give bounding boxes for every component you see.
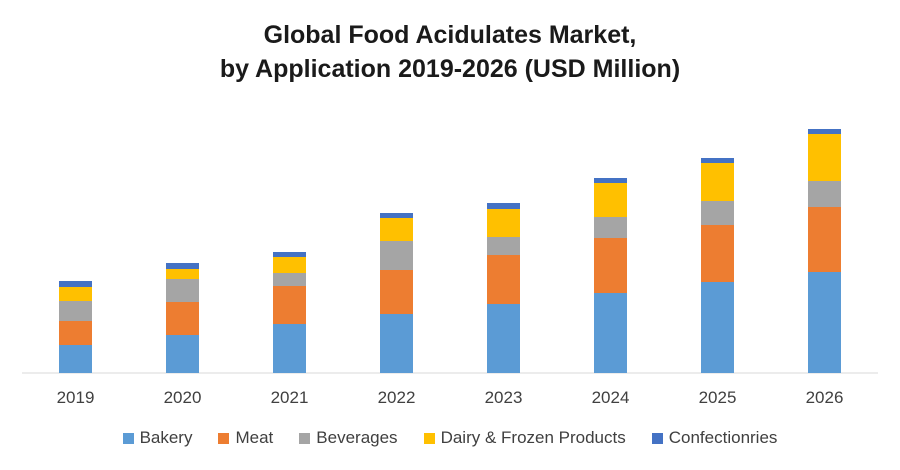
bar-segment-2024-meat <box>594 238 627 293</box>
bar-segment-2020-dairy-frozen-products <box>166 269 199 279</box>
bar-segment-2026-confectionries <box>808 129 841 134</box>
bar-segment-2024-dairy-frozen-products <box>594 183 627 217</box>
x-tick-label: 2022 <box>378 388 416 407</box>
bar-segment-2023-confectionries <box>487 203 520 209</box>
legend-label: Dairy & Frozen Products <box>440 428 626 447</box>
chart-title-line1: Global Food Acidulates Market, <box>263 21 637 49</box>
bar-segment-2022-meat <box>380 270 413 314</box>
legend-swatch <box>122 432 134 444</box>
bar-segment-2023-bakery <box>487 304 520 373</box>
bar-segment-2022-beverages <box>380 241 413 270</box>
bar-segment-2020-bakery <box>166 335 199 373</box>
x-tick-label: 2026 <box>806 388 844 407</box>
bar-segment-2020-beverages <box>166 279 199 302</box>
bar-segment-2022-confectionries <box>380 213 413 218</box>
x-tick-label: 2020 <box>164 388 202 407</box>
legend-item: Beverages <box>299 428 398 448</box>
legend-item: Meat <box>218 428 273 448</box>
legend-swatch <box>218 432 230 444</box>
x-tick-label: 2025 <box>699 388 737 407</box>
chart-title: Global Food Acidulates Market, by Applic… <box>0 18 900 86</box>
legend-label: Beverages <box>316 428 398 447</box>
stacked-bar-chart: 2019 2020 2021 2022 2023 2024 2025 2026 <box>22 129 878 407</box>
bar-segment-2023-beverages <box>487 237 520 255</box>
legend-item: Dairy & Frozen Products <box>423 428 626 448</box>
legend-swatch <box>423 432 435 444</box>
bar-segment-2026-meat <box>808 207 841 272</box>
bar-segment-2024-bakery <box>594 293 627 373</box>
bar-segment-2025-confectionries <box>701 158 734 163</box>
x-tick-label: 2024 <box>592 388 630 407</box>
legend-label: Confectionries <box>668 428 778 447</box>
bar-segment-2026-bakery <box>808 272 841 373</box>
bar-segment-2026-beverages <box>808 181 841 207</box>
legend-label: Meat <box>235 428 274 447</box>
bar-segment-2021-confectionries <box>273 252 306 257</box>
bar-segment-2022-bakery <box>380 314 413 373</box>
bar-segment-2019-meat <box>59 321 92 345</box>
bar-segment-2025-bakery <box>701 282 734 373</box>
x-tick-label: 2023 <box>485 388 523 407</box>
bar-segment-2019-confectionries <box>59 281 92 287</box>
legend-swatch <box>299 432 311 444</box>
bar-segment-2021-beverages <box>273 273 306 286</box>
bar-segment-2024-confectionries <box>594 178 627 183</box>
bar-segment-2024-beverages <box>594 217 627 238</box>
bar-segment-2020-confectionries <box>166 263 199 269</box>
bar-segment-2022-dairy-frozen-products <box>380 218 413 241</box>
x-tick-label: 2021 <box>271 388 309 407</box>
bar-segment-2023-dairy-frozen-products <box>487 209 520 237</box>
bar-segment-2025-meat <box>701 225 734 282</box>
bar-segment-2019-dairy-frozen-products <box>59 287 92 301</box>
bar-segment-2021-bakery <box>273 324 306 373</box>
x-tick-label: 2019 <box>57 388 95 407</box>
legend-swatch <box>651 432 663 444</box>
bar-segment-2021-dairy-frozen-products <box>273 257 306 273</box>
bar-segment-2025-dairy-frozen-products <box>701 163 734 201</box>
legend-item: Confectionries <box>651 428 778 448</box>
bar-segment-2019-beverages <box>59 301 92 321</box>
bar-segment-2026-dairy-frozen-products <box>808 134 841 181</box>
bar-segment-2023-meat <box>487 255 520 304</box>
bar-segment-2020-meat <box>166 302 199 335</box>
legend-item: Bakery <box>122 428 193 448</box>
bar-segment-2025-beverages <box>701 201 734 225</box>
bar-segment-2021-meat <box>273 286 306 324</box>
bar-segment-2019-bakery <box>59 345 92 373</box>
chart-title-line2: by Application 2019-2026 (USD Million) <box>219 55 681 83</box>
chart-legend: Bakery Meat Beverages Dairy & Frozen Produc… <box>0 428 900 448</box>
legend-label: Bakery <box>139 428 193 447</box>
